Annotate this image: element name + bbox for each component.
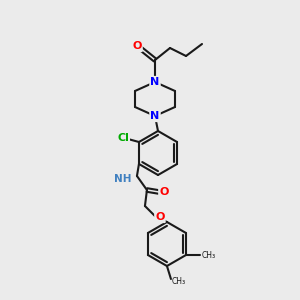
Text: Cl: Cl: [117, 133, 129, 143]
Text: O: O: [155, 212, 165, 222]
Text: O: O: [132, 41, 142, 51]
Text: N: N: [150, 77, 160, 87]
Text: NH: NH: [114, 174, 132, 184]
Text: CH₃: CH₃: [172, 278, 186, 286]
Text: N: N: [150, 111, 160, 121]
Text: CH₃: CH₃: [202, 250, 216, 260]
Text: O: O: [159, 187, 169, 197]
